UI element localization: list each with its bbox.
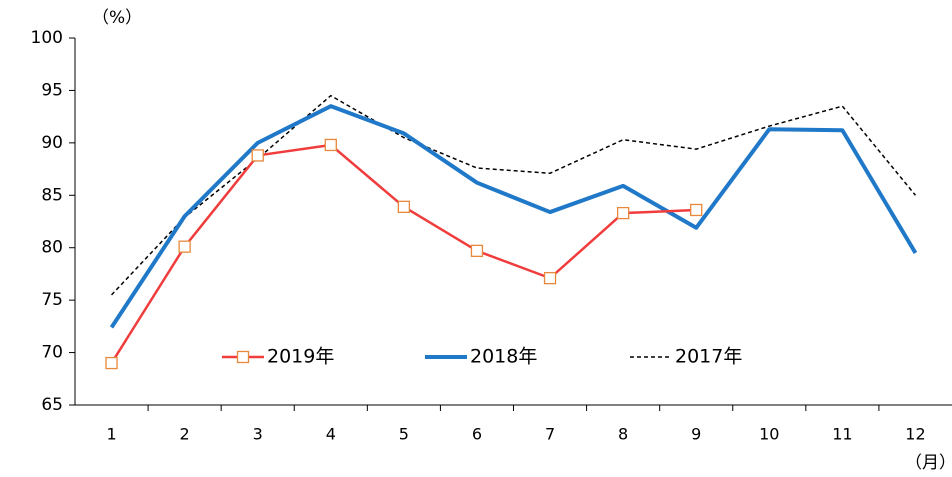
line-series	[109, 104, 918, 329]
x-tick-label: 11	[832, 425, 852, 444]
point-marker	[470, 244, 484, 258]
x-tick-label: 2	[180, 425, 190, 444]
x-tick-label: 12	[905, 425, 925, 444]
x-unit: （月）	[905, 453, 952, 473]
x-tick-label: 1	[106, 425, 116, 444]
x-tick-label: 5	[399, 425, 409, 444]
point-marker	[690, 203, 703, 217]
x-tick-label: 8	[618, 425, 628, 444]
point-marker	[324, 138, 337, 152]
y-unit: （%）	[92, 8, 142, 28]
y-tick-label: 90	[41, 133, 63, 153]
x-tick-label: 10	[759, 425, 779, 444]
point-marker	[251, 149, 264, 162]
line-series	[110, 143, 697, 364]
point-marker	[543, 271, 557, 285]
y-tick-label: 95	[41, 80, 63, 100]
point-marker	[105, 356, 118, 370]
y-tick-label: 85	[41, 185, 63, 205]
line-series	[110, 94, 917, 296]
point-marker	[397, 200, 411, 213]
x-tick-label: 9	[691, 425, 701, 444]
y-tick-label: 65	[41, 395, 63, 415]
y-tick-label: 75	[41, 290, 63, 310]
x-tick-label: 3	[253, 425, 263, 444]
legend-label: 2018年	[470, 346, 537, 368]
point-marker	[616, 206, 630, 220]
x-tick-label: 4	[326, 425, 336, 444]
x-tick-label: 6	[472, 425, 482, 444]
legend-label: 2017年	[675, 346, 742, 368]
y-tick-label: 70	[41, 343, 63, 363]
legend-marker	[236, 350, 250, 364]
legend-label: 2019年	[267, 346, 334, 368]
y-tick-label: 80	[41, 238, 63, 258]
x-tick-label: 7	[545, 425, 555, 444]
y-tick-label: 100	[31, 28, 63, 48]
point-marker	[178, 240, 191, 253]
